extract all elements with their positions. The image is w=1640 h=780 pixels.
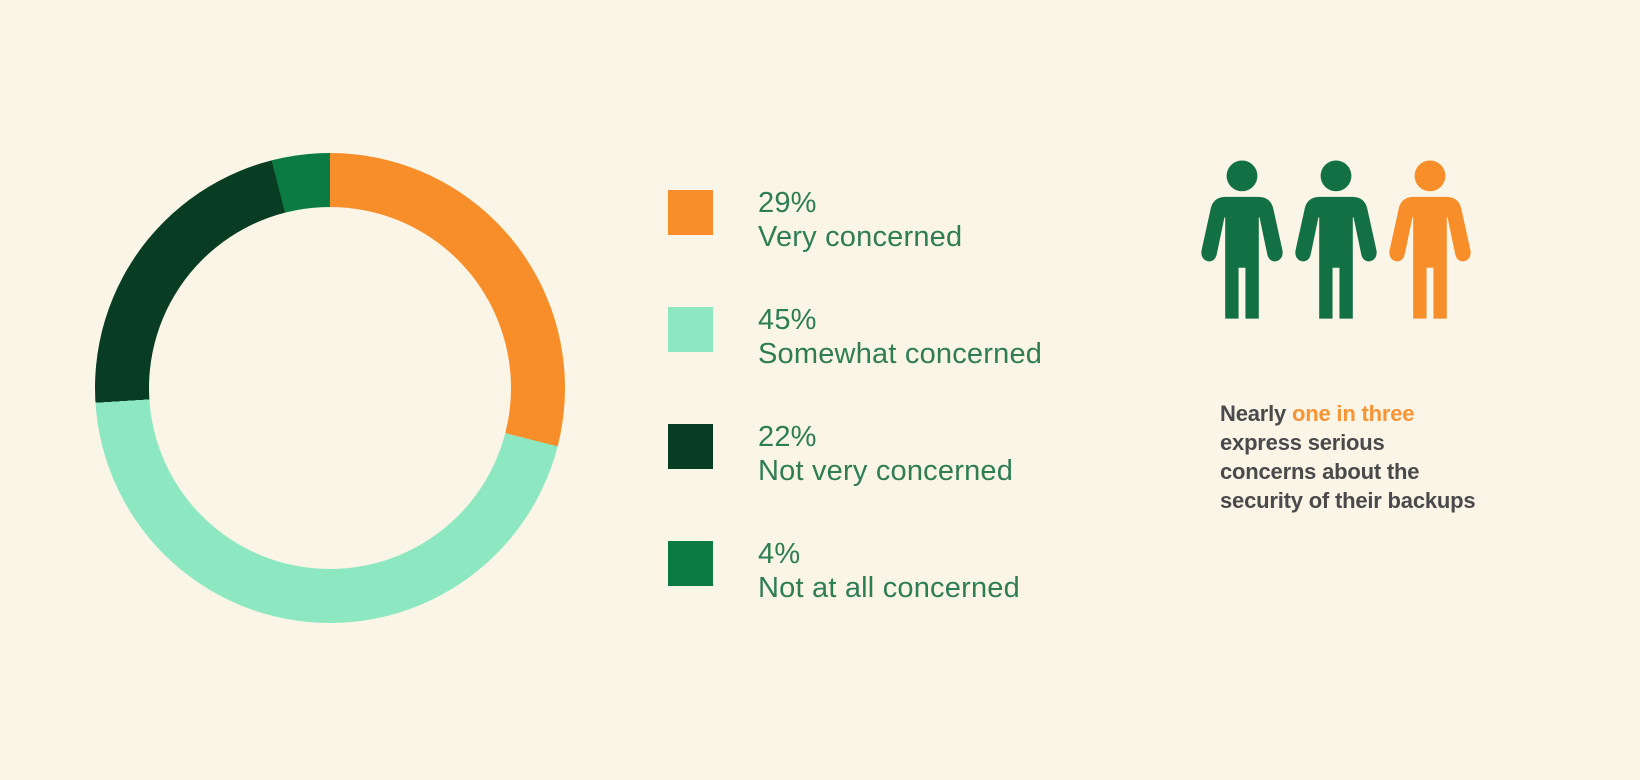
legend-percent: 29% [758,187,817,219]
caption-line: security of their backups [1220,488,1476,513]
legend-label: Not very concerned [758,455,1014,487]
legend-percent: 22% [758,421,817,453]
legend-text: 4% Not at all concerned [758,537,1020,605]
person-icon-highlighted [1389,160,1471,319]
legend-swatch-darkgreen-icon [668,424,713,469]
legend-swatch-mint-icon [668,307,713,352]
legend-item-somewhat-concerned: 45% Somewhat concerned [668,303,1042,371]
legend: 29% Very concerned 45% Somewhat concerne… [668,186,1042,605]
donut-chart [95,153,565,623]
legend-label: Not at all concerned [758,572,1020,604]
person-icon [1201,160,1283,319]
caption-line: Nearly one in three [1220,399,1475,428]
legend-item-not-very-concerned: 22% Not very concerned [668,420,1042,488]
legend-label: Somewhat concerned [758,338,1043,370]
legend-text: 29% Very concerned [758,186,962,254]
caption-line: concerns about the [1220,459,1420,484]
caption: Nearly one in three express serious conc… [1220,399,1476,515]
legend-swatch-green-icon [668,541,713,586]
legend-swatch-orange-icon [668,190,713,235]
caption-line: express serious [1220,430,1385,455]
caption-prefix: Nearly [1220,401,1292,426]
caption-highlight: one in three [1291,401,1415,426]
legend-text: 45% Somewhat concerned [758,303,1042,371]
legend-text: 22% Not very concerned [758,420,1013,488]
legend-item-very-concerned: 29% Very concerned [668,186,1042,254]
legend-percent: 4% [758,538,801,570]
legend-item-not-at-all-concerned: 4% Not at all concerned [668,537,1042,605]
legend-label: Very concerned [758,221,963,253]
donut-hole [149,207,511,569]
legend-percent: 45% [758,304,817,336]
person-icon [1295,160,1377,319]
people-pictogram-group [1200,160,1472,328]
